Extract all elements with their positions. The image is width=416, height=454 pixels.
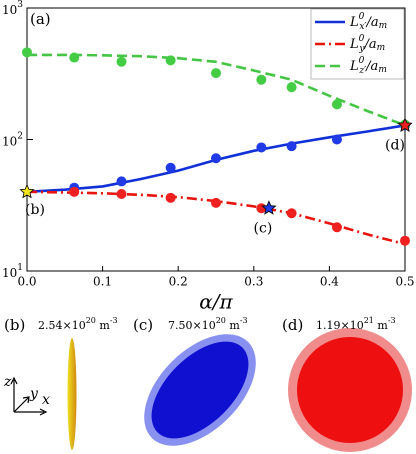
legend-part: 0 — [359, 12, 365, 22]
legend-part: /a — [362, 37, 376, 52]
data-point — [286, 82, 297, 93]
y-tick-base: 10 — [2, 134, 17, 148]
y-tick-exp: 1 — [17, 263, 23, 273]
density: 7.50×10 — [168, 319, 216, 332]
data-point — [165, 192, 176, 203]
legend-part: /a — [365, 15, 379, 30]
data-point — [331, 134, 342, 145]
data-point — [256, 74, 267, 85]
data-point — [331, 222, 342, 233]
axes-icon — [10, 376, 48, 416]
density-unit: m — [96, 319, 110, 332]
density: 2.54×10 — [38, 319, 86, 332]
density-unit-exp: -3 — [388, 316, 396, 325]
data-point — [256, 142, 267, 153]
data-point — [165, 55, 176, 66]
legend-part: y — [358, 44, 365, 54]
y-tick-base: 10 — [2, 266, 17, 280]
data-point — [286, 208, 297, 219]
shape-c-inner — [151, 341, 249, 439]
legend-part: 0 — [359, 34, 365, 44]
y-tick-base: 10 — [2, 3, 17, 17]
axis-y: y — [29, 386, 39, 402]
density-exp: 21 — [364, 316, 374, 325]
density-label: 1.19×1021 m-3 — [316, 316, 396, 332]
x-tick-label: 0.0 — [17, 275, 36, 289]
data-point — [286, 141, 297, 152]
legend-part: z′ — [358, 66, 366, 76]
legend-label: L0 y/am — [349, 34, 385, 54]
legend-part: /a — [364, 59, 378, 74]
star-marker — [397, 117, 413, 132]
density-unit: m — [226, 319, 240, 332]
star-marker — [261, 200, 277, 215]
density-unit-exp: -3 — [240, 316, 248, 325]
shape-b — [67, 338, 77, 450]
axis-x: x — [42, 392, 50, 408]
y-tick-label: 103 — [2, 0, 23, 17]
shape-d-inner — [297, 337, 403, 443]
data-point — [69, 52, 80, 63]
density-exp: 20 — [216, 316, 226, 325]
legend-part: L — [349, 15, 359, 30]
shape-label: (d) — [282, 316, 303, 334]
data-point — [211, 197, 221, 208]
data-point — [116, 56, 127, 67]
star-label: (d) — [385, 137, 405, 153]
density-label: 2.54×1020 m-3 — [38, 316, 118, 332]
x-axis-label: α/π — [199, 290, 233, 314]
y-tick-exp: 3 — [17, 0, 23, 10]
x-tick-label: 0.5 — [395, 275, 414, 289]
legend-label: L0 z′/am — [349, 56, 387, 76]
data-point — [116, 189, 127, 200]
y-tick-label: 102 — [2, 131, 23, 148]
data-point — [211, 153, 221, 164]
legend-part: x′ — [359, 22, 366, 32]
legend-box — [310, 8, 405, 80]
density-unit-exp: -3 — [110, 316, 118, 325]
axis-z: z — [3, 374, 12, 390]
star-label: (c) — [254, 220, 273, 236]
data-point — [165, 162, 176, 173]
data-point — [22, 47, 32, 58]
x-tick-label: 0.3 — [244, 275, 263, 289]
shape-label: (b) — [4, 316, 25, 334]
density-exp: 20 — [86, 316, 96, 325]
legend-part: m — [378, 65, 387, 75]
y-tick-exp: 2 — [17, 131, 23, 141]
density-unit: m — [374, 319, 388, 332]
series-line — [27, 53, 406, 127]
legend-part: m — [377, 43, 386, 53]
legend-part: 0 — [359, 56, 365, 66]
shape-label: (c) — [133, 316, 153, 334]
legend-part: m — [379, 21, 388, 31]
data-point — [116, 176, 127, 187]
data-point — [400, 235, 410, 246]
data-point — [331, 99, 342, 110]
data-point — [211, 68, 221, 79]
x-tick-label: 0.2 — [169, 275, 188, 289]
data-point — [69, 186, 80, 197]
density: 1.19×10 — [316, 319, 364, 332]
legend-part: L — [349, 59, 359, 74]
star-marker — [19, 183, 35, 199]
legend-label: L0 x′/am — [349, 12, 387, 32]
panel-label: (a) — [30, 10, 51, 28]
x-tick-label: 0.4 — [320, 275, 339, 289]
density-label: 7.50×1020 m-3 — [168, 316, 248, 332]
x-tick-label: 0.1 — [93, 275, 112, 289]
legend-part: L — [349, 37, 359, 52]
y-tick-label: 101 — [2, 263, 23, 280]
star-label: (b) — [25, 202, 45, 218]
